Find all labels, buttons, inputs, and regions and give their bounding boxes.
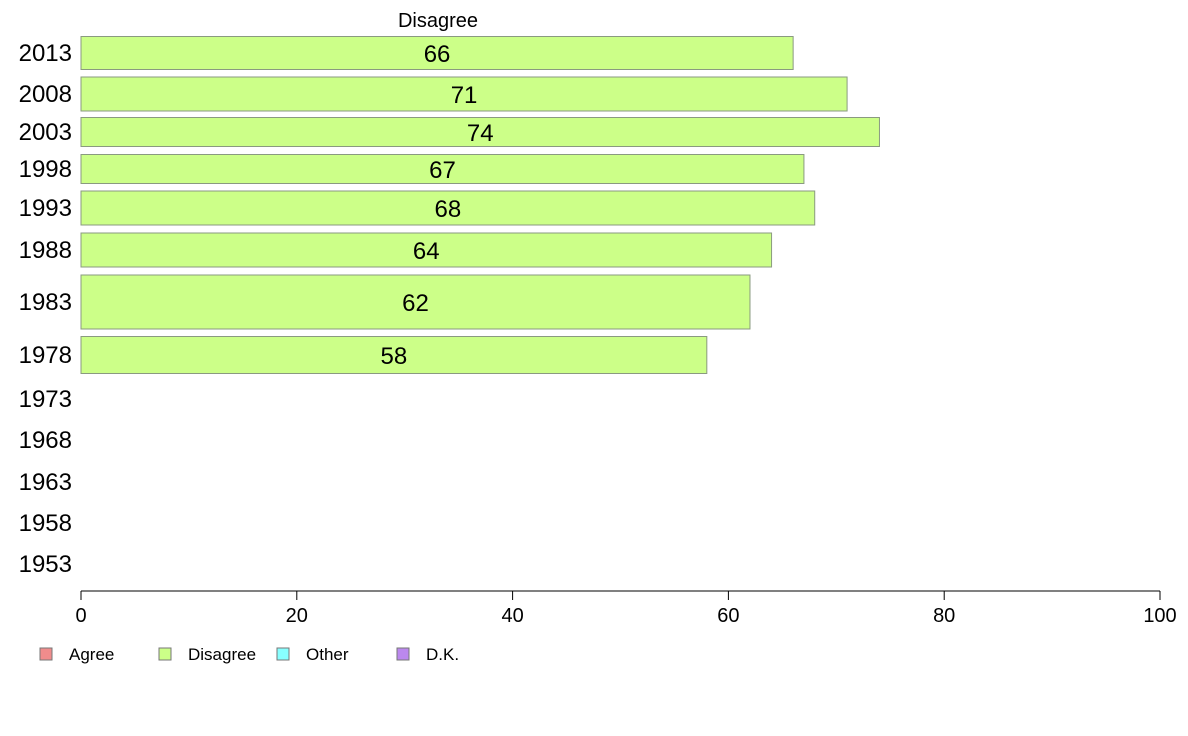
x-tick-label: 100 <box>1143 605 1176 627</box>
y-tick-label: 2013 <box>19 40 72 67</box>
series-title: Disagree <box>398 10 478 32</box>
legend-swatch <box>39 647 53 661</box>
data-label: 64 <box>413 238 440 265</box>
data-label: 67 <box>429 157 456 184</box>
x-tick-label: 60 <box>717 605 739 627</box>
bar <box>80 274 751 330</box>
bar <box>80 190 816 226</box>
data-label: 62 <box>402 290 429 317</box>
y-tick-label: 2008 <box>19 81 72 108</box>
legend-label: Other <box>306 645 349 664</box>
bar <box>80 336 708 374</box>
x-tick-label: 0 <box>75 605 86 627</box>
bar <box>80 117 880 147</box>
legend-label: Disagree <box>188 645 256 664</box>
bar <box>80 36 794 70</box>
data-label: 71 <box>451 82 478 109</box>
y-tick-label: 2003 <box>19 119 72 146</box>
data-label: 74 <box>467 120 494 147</box>
x-tick-label: 40 <box>501 605 523 627</box>
bar <box>80 154 805 184</box>
legend-label: D.K. <box>426 645 459 664</box>
y-tick-label: 1998 <box>19 156 72 183</box>
legend-swatch <box>396 647 410 661</box>
data-label: 66 <box>424 41 451 68</box>
y-tick-label: 1958 <box>19 510 72 537</box>
x-tick-label: 20 <box>286 605 308 627</box>
y-tick-label: 1988 <box>19 237 72 264</box>
y-tick-label: 1993 <box>19 195 72 222</box>
y-tick-label: 1978 <box>19 342 72 369</box>
data-label: 68 <box>435 196 462 223</box>
y-tick-label: 1968 <box>19 427 72 454</box>
x-axis: 0 20 40 60 80 100 <box>75 590 1177 627</box>
y-tick-label: 1973 <box>19 386 72 413</box>
bar <box>80 232 773 268</box>
y-tick-label: 1963 <box>19 469 72 496</box>
legend-swatch <box>158 647 172 661</box>
data-label: 58 <box>381 343 408 370</box>
bar <box>80 76 848 112</box>
y-tick-label: 1953 <box>19 551 72 578</box>
chart-rows: 2013 66 2008 71 2003 74 1998 67 1993 68 1988 64 1983… <box>19 36 880 578</box>
y-tick-label: 1983 <box>19 289 72 316</box>
legend-swatch <box>276 647 290 661</box>
legend: Agree Disagree Other D.K. <box>39 645 459 664</box>
x-tick-label: 80 <box>933 605 955 627</box>
legend-label: Agree <box>69 645 114 664</box>
